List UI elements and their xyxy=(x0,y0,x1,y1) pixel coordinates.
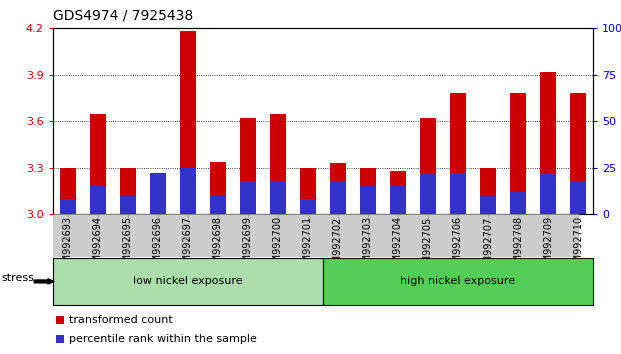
FancyBboxPatch shape xyxy=(68,214,98,257)
Text: GSM992704: GSM992704 xyxy=(393,216,403,275)
FancyBboxPatch shape xyxy=(518,214,548,257)
Text: GSM992700: GSM992700 xyxy=(273,216,283,275)
Bar xyxy=(390,171,406,214)
Text: GSM992699: GSM992699 xyxy=(243,216,253,275)
Text: high nickel exposure: high nickel exposure xyxy=(401,276,515,286)
Text: GSM992701: GSM992701 xyxy=(303,216,313,275)
FancyBboxPatch shape xyxy=(128,214,158,257)
Bar xyxy=(450,173,466,214)
Text: GSM992695: GSM992695 xyxy=(123,216,133,275)
Bar xyxy=(540,173,556,214)
Bar xyxy=(330,163,346,214)
FancyBboxPatch shape xyxy=(188,214,218,257)
Bar xyxy=(390,186,406,214)
FancyBboxPatch shape xyxy=(158,214,188,257)
FancyBboxPatch shape xyxy=(338,214,368,257)
Bar xyxy=(240,118,256,214)
FancyBboxPatch shape xyxy=(488,214,518,257)
Bar xyxy=(89,186,106,214)
Text: GSM992702: GSM992702 xyxy=(333,216,343,275)
Bar xyxy=(240,181,256,214)
Text: GSM992705: GSM992705 xyxy=(423,216,433,275)
FancyBboxPatch shape xyxy=(458,214,488,257)
FancyBboxPatch shape xyxy=(98,214,128,257)
Text: GSM992706: GSM992706 xyxy=(453,216,463,275)
Bar xyxy=(480,168,496,214)
Text: GSM992693: GSM992693 xyxy=(63,216,73,275)
Text: percentile rank within the sample: percentile rank within the sample xyxy=(69,334,257,344)
Bar xyxy=(570,93,586,214)
FancyBboxPatch shape xyxy=(548,214,578,257)
Text: transformed count: transformed count xyxy=(69,315,173,325)
Bar xyxy=(210,196,226,214)
Text: GSM992697: GSM992697 xyxy=(183,216,193,275)
FancyBboxPatch shape xyxy=(278,214,308,257)
Bar xyxy=(510,192,526,214)
Bar xyxy=(270,181,286,214)
FancyBboxPatch shape xyxy=(368,214,398,257)
Text: GSM992709: GSM992709 xyxy=(543,216,553,275)
Bar xyxy=(120,196,136,214)
Bar xyxy=(210,161,226,214)
Text: stress: stress xyxy=(1,273,34,283)
Bar xyxy=(330,181,346,214)
Text: GSM992710: GSM992710 xyxy=(573,216,583,275)
Text: GSM992698: GSM992698 xyxy=(213,216,223,275)
FancyBboxPatch shape xyxy=(308,214,338,257)
FancyBboxPatch shape xyxy=(428,214,458,257)
Bar xyxy=(60,168,76,214)
FancyBboxPatch shape xyxy=(38,214,68,257)
Text: GSM992708: GSM992708 xyxy=(513,216,523,275)
Bar xyxy=(420,173,436,214)
Bar xyxy=(480,196,496,214)
Bar xyxy=(360,186,376,214)
FancyBboxPatch shape xyxy=(248,214,278,257)
Bar xyxy=(360,168,376,214)
FancyBboxPatch shape xyxy=(398,214,428,257)
Bar xyxy=(540,72,556,214)
Bar xyxy=(300,168,316,214)
Bar xyxy=(179,168,196,214)
Text: GSM992707: GSM992707 xyxy=(483,216,493,275)
Text: low nickel exposure: low nickel exposure xyxy=(133,276,243,286)
Bar xyxy=(89,114,106,214)
Bar xyxy=(60,199,76,214)
Text: GSM992703: GSM992703 xyxy=(363,216,373,275)
Bar xyxy=(179,32,196,214)
Text: GSM992696: GSM992696 xyxy=(153,216,163,275)
Bar xyxy=(300,199,316,214)
Bar xyxy=(420,118,436,214)
Bar xyxy=(450,93,466,214)
FancyBboxPatch shape xyxy=(218,214,248,257)
Bar xyxy=(570,181,586,214)
Bar xyxy=(120,168,136,214)
Bar xyxy=(510,93,526,214)
Text: GSM992694: GSM992694 xyxy=(93,216,103,275)
Bar xyxy=(150,173,166,214)
Text: GDS4974 / 7925438: GDS4974 / 7925438 xyxy=(53,9,193,23)
Bar xyxy=(150,180,166,214)
Bar xyxy=(270,114,286,214)
